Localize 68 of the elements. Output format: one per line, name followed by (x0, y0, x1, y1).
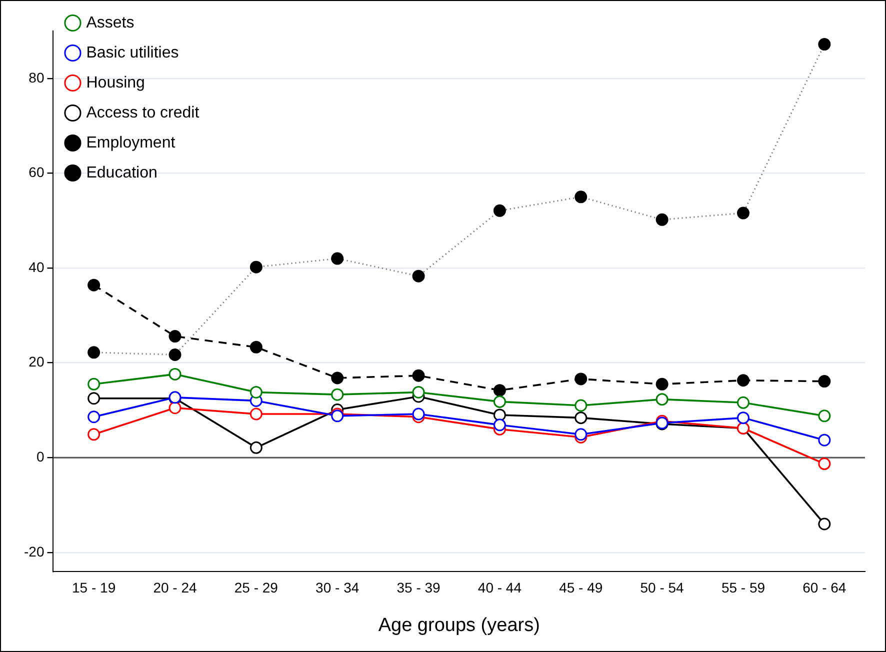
point (412, 270, 425, 282)
point (736, 412, 750, 424)
point (250, 260, 262, 274)
point (250, 441, 262, 454)
point (88, 410, 100, 424)
point (88, 346, 100, 359)
legend-label: Employment (86, 134, 176, 152)
x-tick-label: 40 - 44 (478, 580, 522, 596)
y-tick-label: 80 (28, 69, 44, 86)
x-tick-label: 50 - 54 (640, 580, 684, 596)
point (250, 408, 262, 420)
legend-label: Education (86, 164, 158, 182)
point (88, 278, 100, 292)
point (250, 386, 262, 398)
point (736, 396, 750, 409)
x-tick-label: 45 - 49 (559, 580, 603, 596)
y-tick-label: 0 (36, 448, 44, 464)
point (656, 393, 668, 406)
x-axis-title: Age groups (years) (378, 614, 540, 636)
y-tick-label: 40 (28, 258, 44, 275)
x-tick-label: 60 - 64 (802, 580, 846, 596)
point (412, 408, 425, 420)
x-tick-label: 15 - 19 (72, 580, 116, 596)
point (88, 392, 100, 405)
x-tick-label: 55 - 59 (721, 580, 766, 596)
point (574, 372, 588, 386)
point (493, 395, 506, 408)
point (168, 348, 182, 362)
x-tick-label: 20 - 24 (153, 580, 197, 596)
point (331, 252, 344, 265)
point (656, 213, 668, 226)
legend-label: Assets (86, 14, 134, 32)
point (493, 204, 506, 217)
x-tick-label: 30 - 34 (316, 580, 360, 596)
point (736, 374, 750, 387)
point (574, 428, 588, 441)
point (493, 408, 506, 422)
point (88, 428, 100, 441)
point (574, 190, 588, 204)
point (331, 388, 344, 401)
point (168, 402, 182, 414)
x-tick-label: 25 - 29 (234, 580, 278, 596)
point (412, 386, 425, 398)
x-tick-label: 35 - 39 (396, 580, 441, 596)
point (818, 458, 831, 470)
point (331, 372, 344, 384)
y-tick-label: 20 (28, 354, 44, 370)
point (493, 418, 506, 432)
y-tick-label: -20 (24, 543, 44, 560)
point (168, 330, 182, 343)
point (818, 410, 831, 422)
point (574, 412, 588, 424)
point (574, 399, 588, 412)
y-tick-label: 60 (28, 164, 44, 180)
point (818, 38, 831, 51)
point (818, 434, 831, 446)
point (656, 378, 668, 390)
point (493, 384, 506, 397)
point (818, 518, 831, 530)
point (250, 340, 262, 354)
point (88, 378, 100, 390)
legend-label: Basic utilities (86, 44, 179, 62)
legend-label: Access to credit (86, 104, 200, 122)
point (412, 369, 425, 382)
legend-label: Housing (86, 74, 145, 92)
point (818, 375, 831, 388)
point (736, 206, 750, 220)
point (168, 368, 182, 380)
